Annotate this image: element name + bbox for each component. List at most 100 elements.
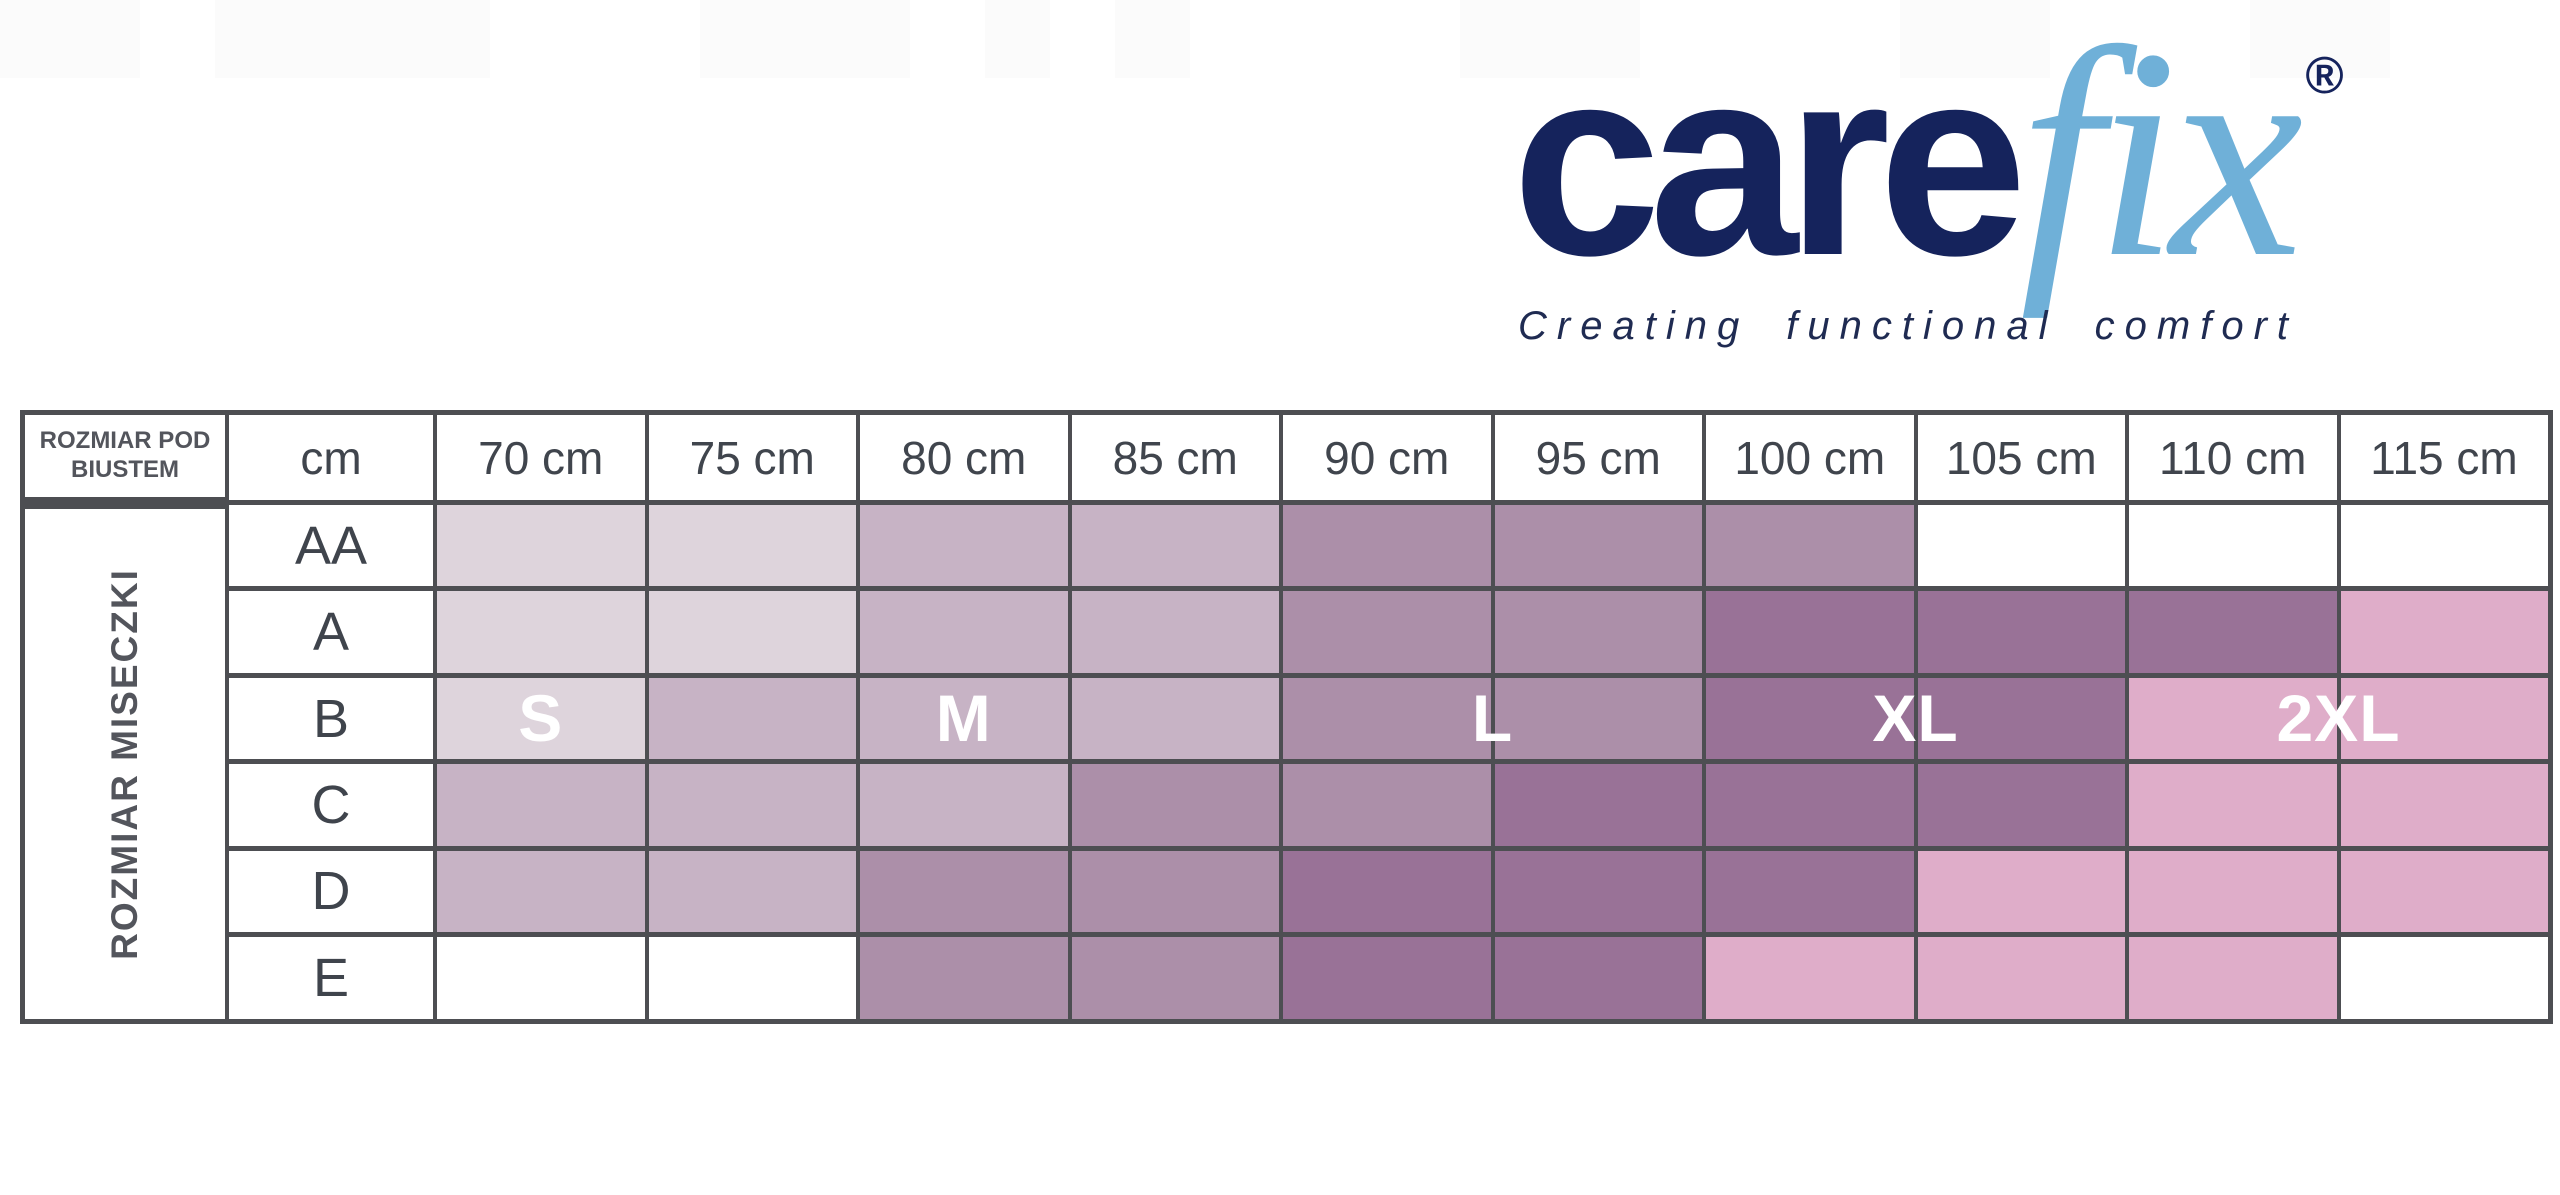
size-cell-A-80 bbox=[856, 586, 1072, 678]
size-cell-D-100 bbox=[1702, 845, 1918, 938]
size-zone-label-2XL: 2XL bbox=[2276, 680, 2401, 755]
size-cell-B-80 bbox=[856, 672, 1072, 765]
size-cell-C-110 bbox=[2125, 759, 2341, 851]
size-cell-A-115 bbox=[2336, 586, 2552, 678]
size-cell-E-75 bbox=[644, 932, 860, 1024]
size-cell-C-105 bbox=[1913, 759, 2129, 851]
size-cell-B-70 bbox=[433, 672, 649, 765]
row-header-A: A bbox=[225, 586, 437, 678]
size-table: ROZMIAR POD BIUSTEM cm 70 cm 75 cm 80 cm 85 c… bbox=[20, 410, 2553, 1024]
brand-logo: care fix ® Creating functional comfort bbox=[1512, 0, 2412, 349]
size-cell-A-105 bbox=[1913, 586, 2129, 678]
size-cell-C-100 bbox=[1702, 759, 1918, 851]
size-cell-AA-80 bbox=[856, 499, 1072, 592]
size-cell-AA-115 bbox=[2336, 499, 2552, 592]
unit-header: cm bbox=[225, 410, 437, 505]
col-header-90cm: 90 cm bbox=[1279, 410, 1495, 505]
size-zone-label-XL: XL bbox=[1872, 680, 1959, 755]
size-cell-B-105 bbox=[1913, 672, 2129, 765]
size-cell-A-100 bbox=[1702, 586, 1918, 678]
size-cell-B-75 bbox=[644, 672, 860, 765]
size-cell-D-85 bbox=[1067, 845, 1283, 938]
size-cell-AA-100 bbox=[1702, 499, 1918, 592]
registered-trademark-icon: ® bbox=[2305, 47, 2344, 105]
size-chart: ROZMIAR POD BIUSTEM cm 70 cm 75 cm 80 cm 85 c… bbox=[20, 410, 2553, 1024]
size-cell-D-95 bbox=[1490, 845, 1706, 938]
size-cell-D-115 bbox=[2336, 845, 2552, 938]
size-cell-AA-105 bbox=[1913, 499, 2129, 592]
col-header-115cm: 115 cm bbox=[2336, 410, 2552, 505]
logo-fix-text: fix bbox=[2019, 0, 2303, 319]
size-cell-E-70 bbox=[433, 932, 649, 1024]
artifact-block bbox=[700, 0, 910, 78]
size-zone-label-S: S bbox=[518, 680, 564, 755]
size-cell-AA-110 bbox=[2125, 499, 2341, 592]
size-cell-D-110 bbox=[2125, 845, 2341, 938]
col-header-95cm: 95 cm bbox=[1490, 410, 1706, 505]
col-header-80cm: 80 cm bbox=[856, 410, 1072, 505]
size-cell-AA-75 bbox=[644, 499, 860, 592]
size-cell-AA-95 bbox=[1490, 499, 1706, 592]
size-cell-B-85 bbox=[1067, 672, 1283, 765]
corner-header: ROZMIAR POD BIUSTEM bbox=[20, 410, 229, 509]
size-cell-B-90 bbox=[1279, 672, 1495, 765]
logo-tagline: Creating functional comfort bbox=[1518, 304, 2299, 348]
size-cell-E-105 bbox=[1913, 932, 2129, 1024]
size-cell-AA-90 bbox=[1279, 499, 1495, 592]
size-cell-E-80 bbox=[856, 932, 1072, 1024]
size-cell-A-85 bbox=[1067, 586, 1283, 678]
col-header-70cm: 70 cm bbox=[433, 410, 649, 505]
artifact-block bbox=[1460, 0, 1640, 78]
artifact-block bbox=[985, 0, 1050, 78]
row-axis-label: ROZMIAR MISECZKI bbox=[104, 567, 146, 960]
size-cell-C-70 bbox=[433, 759, 649, 851]
size-cell-D-70 bbox=[433, 845, 649, 938]
size-cell-C-90 bbox=[1279, 759, 1495, 851]
brand-wordmark: care fix ® bbox=[1512, 0, 2412, 319]
row-axis-cell: ROZMIAR MISECZKI bbox=[20, 500, 229, 1024]
row-header-C: C bbox=[225, 759, 437, 851]
size-cell-A-110 bbox=[2125, 586, 2341, 678]
size-cell-D-80 bbox=[856, 845, 1072, 938]
artifact-block bbox=[1900, 0, 2050, 78]
size-cell-C-115 bbox=[2336, 759, 2552, 851]
table-row: A bbox=[23, 586, 2552, 678]
artifact-block bbox=[0, 0, 140, 78]
size-cell-E-100 bbox=[1702, 932, 1918, 1024]
size-cell-C-80 bbox=[856, 759, 1072, 851]
table-row: ROZMIAR MISECZKI AA bbox=[20, 499, 2552, 1024]
table-row: E bbox=[23, 932, 2552, 1024]
size-cell-E-95 bbox=[1490, 932, 1706, 1024]
size-cell-E-85 bbox=[1067, 932, 1283, 1024]
size-cell-D-105 bbox=[1913, 845, 2129, 938]
table-row: B bbox=[23, 672, 2552, 765]
size-cell-B-110 bbox=[2125, 672, 2341, 765]
size-cell-B-95 bbox=[1490, 672, 1706, 765]
size-cell-E-110 bbox=[2125, 932, 2341, 1024]
transparency-artifact-strip bbox=[0, 0, 2560, 78]
col-header-75cm: 75 cm bbox=[644, 410, 860, 505]
size-cell-A-90 bbox=[1279, 586, 1495, 678]
size-cell-B-115 bbox=[2336, 672, 2552, 765]
col-header-100cm: 100 cm bbox=[1702, 410, 1918, 505]
logo-care-text: care bbox=[1512, 11, 2027, 311]
size-zone-label-L: L bbox=[1471, 680, 1514, 755]
table-row: ROZMIAR POD BIUSTEM cm 70 cm 75 cm 80 cm 85 c… bbox=[20, 410, 2552, 509]
col-header-105cm: 105 cm bbox=[1913, 410, 2129, 505]
col-header-85cm: 85 cm bbox=[1067, 410, 1283, 505]
size-cell-AA-85 bbox=[1067, 499, 1283, 592]
size-cell-D-90 bbox=[1279, 845, 1495, 938]
size-cell-D-75 bbox=[644, 845, 860, 938]
size-cell-AA-70 bbox=[433, 499, 649, 592]
size-zone-label-M: M bbox=[935, 680, 992, 755]
size-cell-C-95 bbox=[1490, 759, 1706, 851]
row-header-AA: AA bbox=[225, 499, 437, 592]
row-header-E: E bbox=[225, 932, 437, 1024]
table-row: C bbox=[23, 759, 2552, 851]
row-header-B: B bbox=[225, 672, 437, 765]
size-cell-B-100 bbox=[1702, 672, 1918, 765]
size-cell-C-75 bbox=[644, 759, 860, 851]
size-cell-E-90 bbox=[1279, 932, 1495, 1024]
size-cell-E-115 bbox=[2336, 932, 2552, 1024]
size-cell-C-85 bbox=[1067, 759, 1283, 851]
